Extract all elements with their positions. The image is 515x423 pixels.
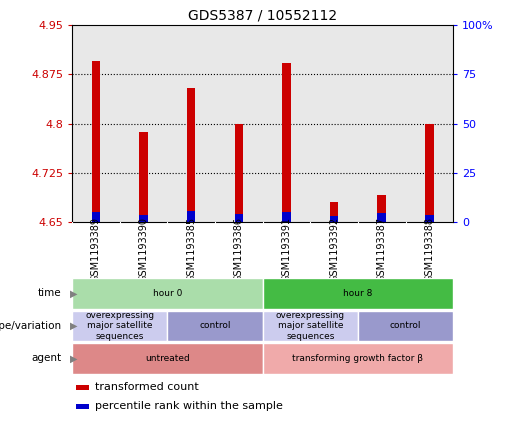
Bar: [330, 202, 338, 222]
Text: overexpressing
major satellite
sequences: overexpressing major satellite sequences: [276, 311, 345, 341]
Bar: [187, 211, 196, 222]
Text: control: control: [199, 321, 231, 330]
Bar: [282, 212, 291, 222]
Text: control: control: [390, 321, 421, 330]
Bar: [72, 278, 263, 309]
Bar: [92, 61, 100, 222]
Bar: [377, 195, 386, 222]
Text: hour 0: hour 0: [152, 289, 182, 298]
Bar: [92, 212, 100, 222]
Bar: [76, 404, 89, 409]
Bar: [187, 88, 196, 222]
Text: genotype/variation: genotype/variation: [0, 321, 62, 331]
Bar: [234, 124, 243, 222]
Text: GSM1193390: GSM1193390: [139, 217, 148, 282]
Bar: [377, 213, 386, 222]
Bar: [72, 310, 167, 341]
Title: GDS5387 / 10552112: GDS5387 / 10552112: [188, 9, 337, 23]
Text: GSM1193391: GSM1193391: [282, 217, 291, 282]
Text: overexpressing
major satellite
sequences: overexpressing major satellite sequences: [85, 311, 154, 341]
Bar: [234, 214, 243, 222]
Text: hour 8: hour 8: [343, 289, 373, 298]
Text: time: time: [38, 288, 62, 298]
Bar: [139, 132, 148, 222]
Text: percentile rank within the sample: percentile rank within the sample: [95, 401, 283, 411]
Text: transformed count: transformed count: [95, 382, 199, 392]
Text: GSM1193389: GSM1193389: [91, 217, 101, 282]
Bar: [282, 63, 291, 222]
Bar: [167, 310, 263, 341]
Bar: [76, 385, 89, 390]
Text: ▶: ▶: [70, 288, 77, 298]
Bar: [425, 215, 434, 222]
Text: GSM1193388: GSM1193388: [424, 217, 434, 282]
Bar: [72, 343, 263, 374]
Bar: [330, 217, 338, 222]
Bar: [263, 310, 358, 341]
Bar: [358, 310, 453, 341]
Text: GSM1193386: GSM1193386: [234, 217, 244, 282]
Text: transforming growth factor β: transforming growth factor β: [293, 354, 423, 363]
Text: ▶: ▶: [70, 354, 77, 363]
Bar: [425, 124, 434, 222]
Text: GSM1193387: GSM1193387: [377, 217, 387, 282]
Bar: [263, 343, 453, 374]
Text: untreated: untreated: [145, 354, 190, 363]
Text: GSM1193385: GSM1193385: [186, 217, 196, 282]
Bar: [263, 278, 453, 309]
Text: agent: agent: [32, 354, 62, 363]
Text: GSM1193392: GSM1193392: [329, 217, 339, 282]
Text: ▶: ▶: [70, 321, 77, 331]
Bar: [139, 215, 148, 222]
